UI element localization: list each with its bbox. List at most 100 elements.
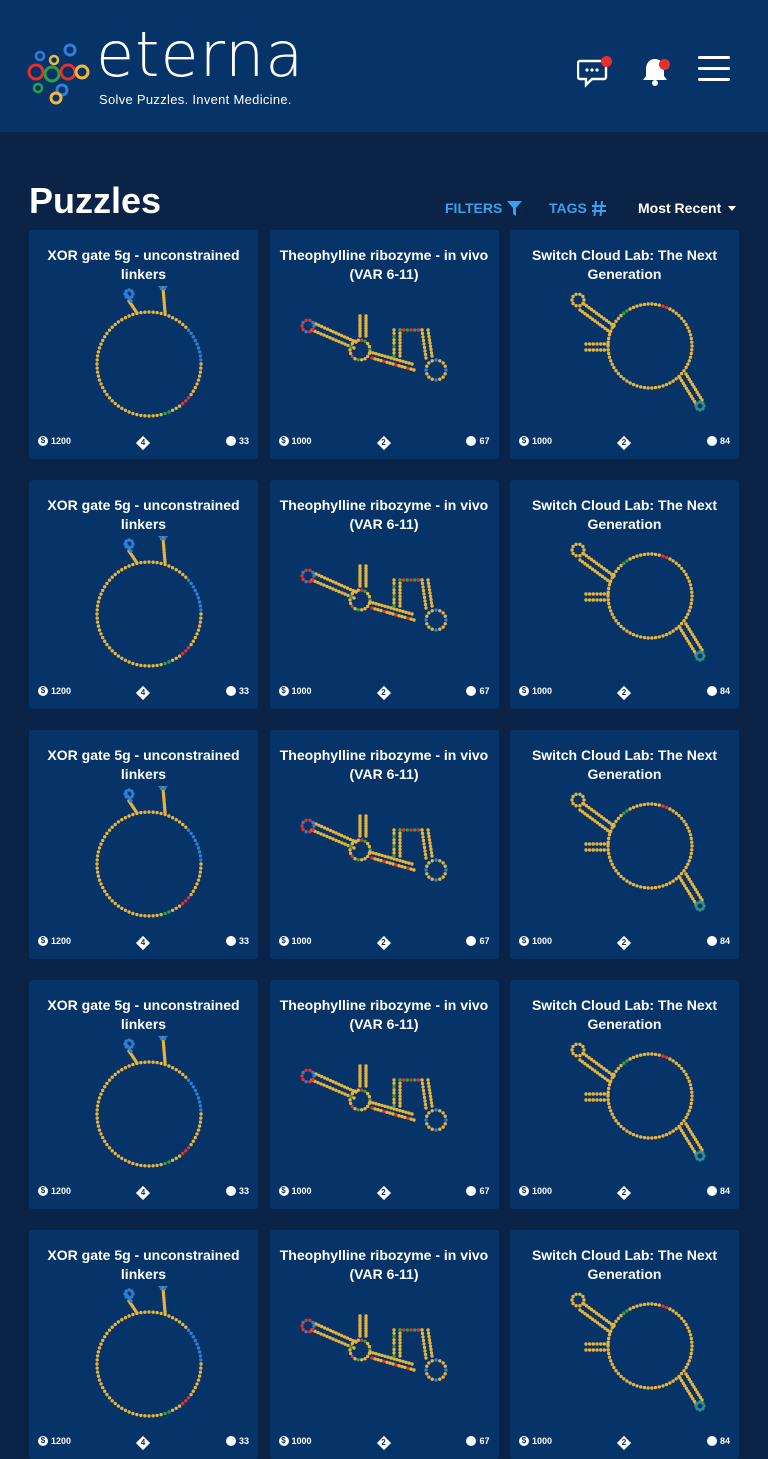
notifications-button[interactable] [641, 54, 671, 88]
difficulty-value: 4 [140, 438, 146, 447]
puzzle-card[interactable]: Switch Cloud Lab: The Next Generation $10… [510, 480, 739, 709]
reward: $1000 [278, 936, 312, 946]
players-value: 33 [238, 1186, 249, 1196]
players-icon [706, 936, 717, 946]
difficulty-badge: 2 [376, 435, 391, 451]
players-value: 33 [238, 686, 249, 696]
players-value: 84 [719, 1186, 730, 1196]
difficulty-value: 4 [140, 1188, 146, 1197]
puzzle-stats: $1000 2 67 [270, 1185, 499, 1201]
players-icon [225, 686, 236, 696]
coin-icon: $ [38, 936, 48, 946]
eterna-logo[interactable]: eterna Solve Puzzles. Invent Medicine. [26, 18, 316, 112]
eterna-logo-icon [27, 43, 90, 105]
reward: $1000 [519, 1436, 552, 1446]
difficulty-badge: 4 [135, 1185, 151, 1201]
filters-button[interactable]: FILTERS [445, 200, 523, 216]
coin-icon: $ [38, 1436, 48, 1446]
reward: $1200 [38, 686, 71, 696]
difficulty-badge: 2 [376, 1435, 391, 1451]
puzzle-stats: $1000 2 84 [510, 935, 739, 951]
sort-dropdown[interactable]: Most Recent [638, 200, 737, 216]
reward: $1000 [278, 1436, 312, 1446]
coin-icon: $ [38, 436, 48, 446]
player-count: 33 [225, 1186, 249, 1196]
sort-label: Most Recent [638, 200, 722, 216]
reward-value: 1000 [532, 936, 553, 946]
difficulty-value: 2 [621, 938, 627, 947]
puzzle-card[interactable]: Theophylline ribozyme - in vivo (VAR 6-1… [269, 730, 499, 959]
rna-structure-preview [570, 542, 706, 662]
puzzle-title: XOR gate 5g - unconstrained linkers [47, 997, 240, 1032]
chat-button[interactable] [576, 54, 612, 88]
puzzle-card[interactable]: Switch Cloud Lab: The Next Generation $10… [510, 730, 739, 959]
reward-value: 1000 [532, 1186, 553, 1196]
reward: $1000 [519, 436, 552, 446]
puzzle-card[interactable]: XOR gate 5g - unconstrained linkers $1200… [29, 480, 258, 709]
reward-value: 1000 [532, 686, 553, 696]
puzzle-stats: $1000 2 67 [270, 1435, 499, 1451]
puzzle-stats: $1000 2 67 [270, 935, 499, 951]
rna-structure-preview [570, 792, 706, 912]
rna-structure-preview [299, 1064, 448, 1132]
puzzle-card[interactable]: XOR gate 5g - unconstrained linkers $1200… [29, 1230, 258, 1459]
players-value: 67 [479, 1436, 490, 1446]
reward-value: 1200 [51, 936, 72, 946]
coin-icon: $ [38, 686, 48, 696]
puzzle-card[interactable]: XOR gate 5g - unconstrained linkers $1200… [29, 230, 258, 459]
difficulty-badge: 2 [616, 685, 632, 701]
puzzle-grid: XOR gate 5g - unconstrained linkers $1200… [29, 230, 739, 1459]
coin-icon: $ [278, 936, 289, 946]
difficulty-badge: 4 [135, 685, 151, 701]
coin-icon: $ [519, 936, 529, 946]
tags-button[interactable]: TAGS [549, 200, 606, 216]
reward: $1200 [38, 1186, 71, 1196]
players-icon [225, 1186, 236, 1196]
player-count: 67 [466, 1436, 490, 1446]
puzzle-title: XOR gate 5g - unconstrained linkers [47, 497, 240, 532]
puzzle-card[interactable]: Switch Cloud Lab: The Next Generation $10… [510, 230, 739, 459]
puzzle-title: Switch Cloud Lab: The Next Generation [531, 997, 718, 1032]
difficulty-badge: 2 [376, 685, 391, 701]
puzzle-stats: $1000 2 67 [270, 685, 499, 701]
puzzle-stats: $1000 2 84 [510, 1185, 739, 1201]
players-icon [466, 436, 477, 446]
chat-notification-dot [601, 56, 612, 67]
player-count: 84 [706, 1186, 730, 1196]
coin-icon: $ [278, 1436, 289, 1446]
puzzle-stats: $1000 2 84 [510, 685, 739, 701]
coin-icon: $ [519, 1186, 529, 1196]
reward-value: 1200 [51, 436, 72, 446]
players-value: 67 [479, 1186, 490, 1196]
puzzle-card[interactable]: Theophylline ribozyme - in vivo (VAR 6-1… [269, 480, 499, 709]
puzzle-card[interactable]: Theophylline ribozyme - in vivo (VAR 6-1… [269, 1230, 499, 1459]
players-value: 33 [238, 936, 249, 946]
puzzle-card[interactable]: XOR gate 5g - unconstrained linkers $1200… [29, 980, 258, 1209]
puzzle-card[interactable]: Switch Cloud Lab: The Next Generation $10… [510, 1230, 739, 1459]
difficulty-badge: 4 [135, 435, 151, 451]
logo-tagline: Solve Puzzles. Invent Medicine. [99, 92, 292, 107]
puzzle-title: Theophylline ribozyme - in vivo (VAR 6-1… [279, 747, 489, 782]
puzzle-card[interactable]: Theophylline ribozyme - in vivo (VAR 6-1… [269, 230, 499, 459]
puzzle-title: XOR gate 5g - unconstrained linkers [47, 747, 240, 782]
puzzle-card[interactable]: XOR gate 5g - unconstrained linkers $1200… [29, 730, 258, 959]
puzzle-title: Switch Cloud Lab: The Next Generation [531, 497, 718, 532]
reward: $1200 [38, 1436, 71, 1446]
difficulty-value: 2 [381, 1188, 386, 1197]
puzzle-stats: $1000 2 67 [270, 435, 499, 451]
player-count: 67 [466, 1186, 490, 1196]
player-count: 33 [225, 686, 249, 696]
puzzle-card[interactable]: Switch Cloud Lab: The Next Generation $10… [510, 980, 739, 1209]
difficulty-value: 2 [621, 438, 627, 447]
hamburger-menu-icon [698, 56, 732, 81]
difficulty-badge: 4 [135, 935, 151, 951]
puzzle-toolbar: Puzzles FILTERS TAGS Most Recent [0, 180, 768, 224]
rna-structure-preview [299, 1314, 448, 1382]
difficulty-value: 2 [381, 438, 386, 447]
puzzle-card[interactable]: Theophylline ribozyme - in vivo (VAR 6-1… [269, 980, 499, 1209]
reward-value: 1000 [291, 1436, 312, 1446]
rna-structure-preview [570, 292, 706, 412]
puzzle-stats: $1200 4 33 [29, 1435, 258, 1451]
top-header: eterna Solve Puzzles. Invent Medicine. [0, 0, 768, 132]
hamburger-menu-button[interactable] [698, 56, 732, 90]
